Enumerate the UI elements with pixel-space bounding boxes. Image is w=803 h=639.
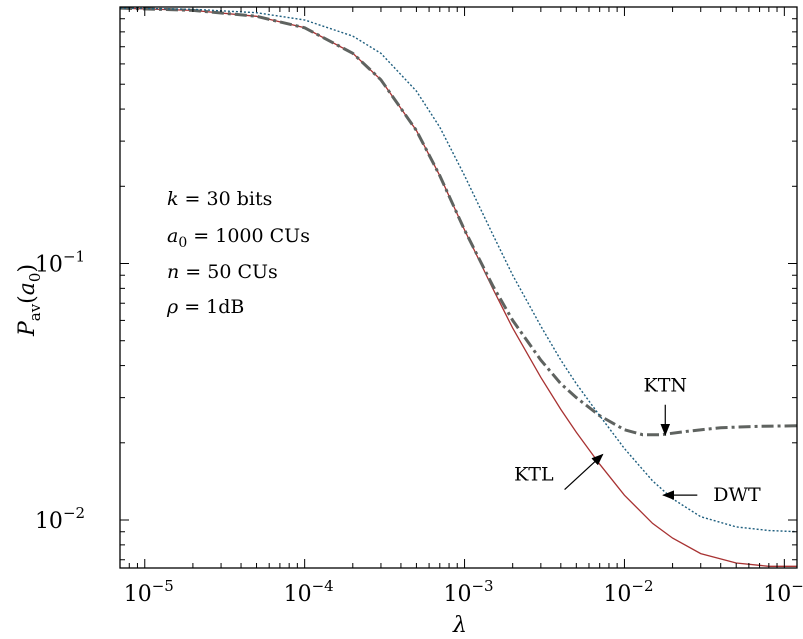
y-tick-label: 10−2 [35,504,85,534]
annotation-layer: KTN KTL DWT [514,375,761,506]
annotation-ktn: KTN [644,375,688,397]
plot-frame [119,6,798,569]
y-tick-label: 10−1 [35,248,85,278]
parameter-line: k = 30 bits [167,188,272,210]
x-tick-label: 10−3 [443,577,493,607]
parameter-line: ρ = 1dB [166,296,244,318]
series-line-dwt [119,7,798,533]
annotation-dwt: DWT [713,484,761,506]
series-layer [119,6,798,567]
x-tick-label: 10−2 [603,577,653,607]
parameter-line: a0 = 1000 CUs [167,225,310,251]
parameter-line: n = 50 CUs [167,261,278,283]
x-tick-label: 10−4 [284,577,334,607]
y-axis-label-text: Pav(a0) [15,264,44,337]
series-line-ktl [119,7,797,567]
x-tick-label: 10−1 [763,577,803,607]
axes-layer: 10−5 10−4 10−3 10−2 10−1 10−1 10−2 [35,6,803,607]
annotation-arrow-ktl [564,453,604,490]
series-line-ktn [119,6,798,437]
x-tick-label: 10−5 [124,577,174,607]
x-axis-label: λ [452,613,467,638]
annotation-ktl: KTL [514,464,554,486]
parameter-box: k = 30 bits a0 = 1000 CUs n = 50 CUs ρ = 1d… [166,188,310,318]
y-axis-label: Pav(a0) [15,264,44,337]
